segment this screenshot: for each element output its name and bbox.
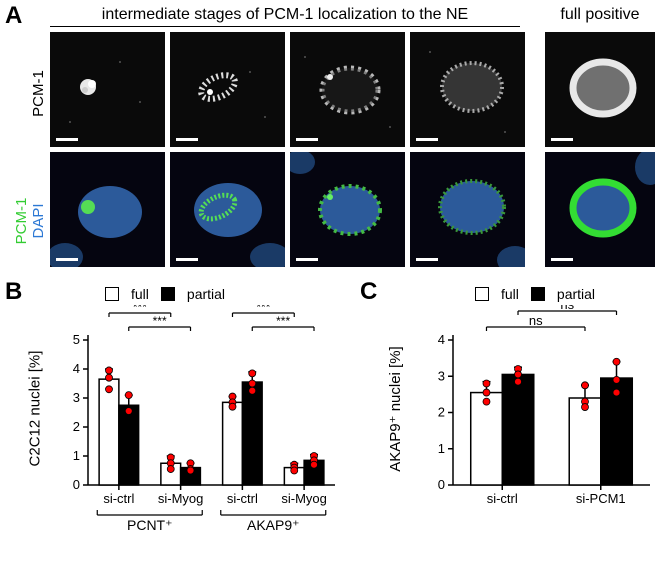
panel-a-header-intermediate: intermediate stages of PCM-1 localizatio… [60, 6, 510, 24]
pcm1-label: PCM-1 [13, 198, 30, 245]
panel-c-svg: 0 1 2 3 4 si-ctrl si-PCM1 ns ns [425, 305, 655, 535]
micro-cell [50, 152, 165, 267]
svg-text:si-PCM1: si-PCM1 [576, 491, 626, 506]
micro-cell [410, 152, 525, 267]
svg-text:0: 0 [438, 477, 445, 492]
merge-stage4 [410, 152, 525, 267]
svg-text:***: *** [256, 305, 270, 314]
panel-c-chart: 0 1 2 3 4 si-ctrl si-PCM1 ns ns [425, 305, 655, 535]
legend-box-partial [161, 287, 175, 301]
svg-text:AKAP9⁺: AKAP9⁺ [247, 517, 300, 533]
scalebar [56, 258, 78, 261]
svg-text:3: 3 [438, 368, 445, 383]
svg-text:si-Myog: si-Myog [158, 491, 204, 506]
micro-cell [545, 152, 655, 267]
svg-text:***: *** [276, 314, 290, 328]
panel-a-grid-full [545, 32, 655, 267]
svg-text:PCNT⁺: PCNT⁺ [127, 517, 173, 533]
panel-b-letter: B [5, 278, 22, 306]
panel-a-header-full: full positive [545, 6, 655, 24]
scalebar [551, 138, 573, 141]
micro-cell [170, 32, 285, 147]
svg-text:1: 1 [73, 448, 80, 463]
pcm1-full [545, 32, 655, 147]
svg-text:3: 3 [73, 390, 80, 405]
svg-text:si-ctrl: si-ctrl [103, 491, 134, 506]
legend-label-full: full [131, 286, 149, 302]
panel-a-letter: A [5, 2, 22, 30]
pcm1-stage3 [290, 32, 405, 147]
legend-label-partial: partial [187, 286, 225, 302]
merge-stage2 [170, 152, 285, 267]
scalebar [176, 258, 198, 261]
svg-text:2: 2 [73, 419, 80, 434]
micro-cell [410, 32, 525, 147]
svg-text:ns: ns [529, 313, 543, 328]
legend-label-partial: partial [557, 286, 595, 302]
svg-text:4: 4 [438, 332, 445, 347]
panel-b-svg: 0 1 2 3 4 5 si-ctrl si-Myog si-ctrl si-Myog *** ***… [60, 305, 340, 535]
panel-a-grid-intermediate [50, 32, 525, 267]
panel-c-ylabel: AKAP9⁺ nuclei [%] [386, 344, 404, 474]
merge-stage3 [290, 152, 405, 267]
legend-label-full: full [501, 286, 519, 302]
micro-cell [545, 32, 655, 147]
merge-stage1 [50, 152, 165, 267]
panel-c-legend: full partial [475, 286, 595, 302]
legend-box-full [475, 287, 489, 301]
svg-text:***: *** [153, 314, 167, 328]
scalebar [296, 138, 318, 141]
merge-full [545, 152, 655, 267]
svg-text:si-ctrl: si-ctrl [227, 491, 258, 506]
panel-b-legend: full partial [105, 286, 225, 302]
micro-cell [290, 32, 405, 147]
pcm1-stage1 [50, 32, 165, 147]
pcm1-stage2 [170, 32, 285, 147]
micro-cell [50, 32, 165, 147]
svg-text:si-Myog: si-Myog [281, 491, 327, 506]
scalebar [296, 258, 318, 261]
svg-text:2: 2 [438, 405, 445, 420]
legend-box-full [105, 287, 119, 301]
scalebar [551, 258, 573, 261]
panel-a-row-label-top: PCM-1 [30, 70, 47, 117]
dapi-label: DAPI [30, 204, 47, 239]
svg-text:ns: ns [560, 305, 574, 312]
micro-cell [290, 152, 405, 267]
svg-text:4: 4 [73, 361, 80, 376]
panel-a-header-line [50, 26, 520, 27]
panel-a-row-label-bottom: PCM-1 DAPI [13, 191, 47, 251]
svg-text:0: 0 [73, 477, 80, 492]
panel-c-letter: C [360, 278, 377, 306]
scalebar [176, 138, 198, 141]
svg-text:si-ctrl: si-ctrl [487, 491, 518, 506]
micro-cell [170, 152, 285, 267]
scalebar [416, 258, 438, 261]
legend-box-partial [531, 287, 545, 301]
scalebar [56, 138, 78, 141]
svg-text:1: 1 [438, 441, 445, 456]
svg-text:***: *** [133, 305, 147, 314]
panel-b-chart: 0 1 2 3 4 5 si-ctrl si-Myog si-ctrl si-Myog *** ***… [60, 305, 340, 535]
svg-text:5: 5 [73, 332, 80, 347]
pcm1-stage4 [410, 32, 525, 147]
panel-b-ylabel: C2C12 nuclei [%] [27, 344, 44, 474]
scalebar [416, 138, 438, 141]
